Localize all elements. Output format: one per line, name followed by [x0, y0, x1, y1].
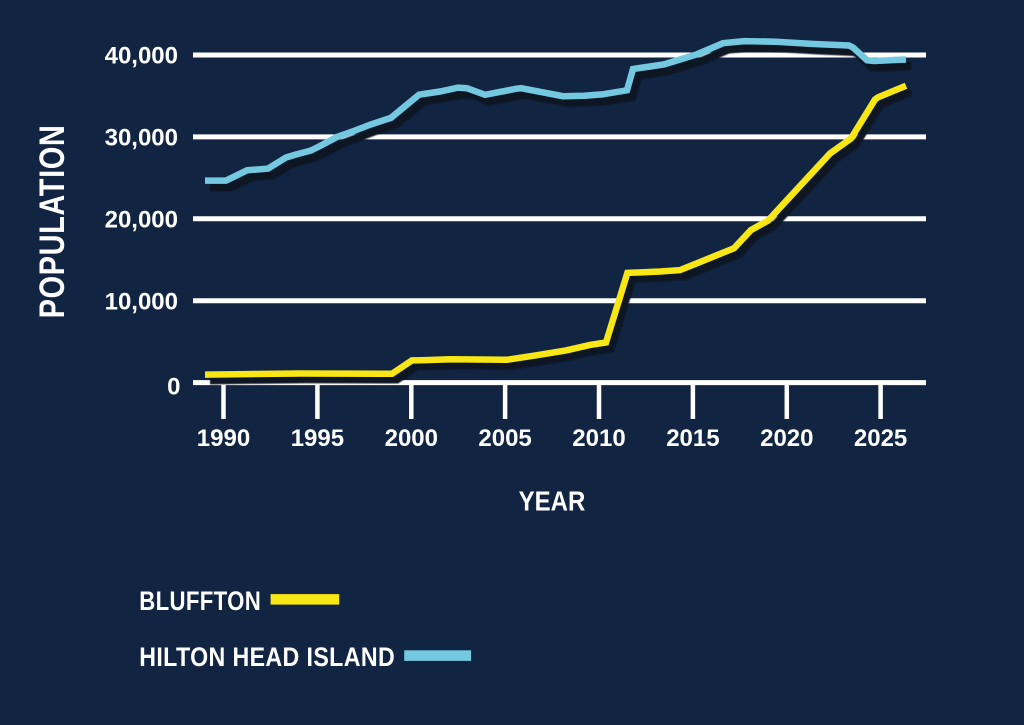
svg-text:YEAR: YEAR	[519, 487, 586, 517]
svg-text:2010: 2010	[572, 425, 625, 452]
svg-text:1990: 1990	[197, 425, 250, 452]
svg-text:BLUFFTON: BLUFFTON	[139, 587, 261, 616]
svg-text:2000: 2000	[385, 425, 438, 452]
svg-text:1995: 1995	[291, 425, 344, 452]
svg-text:10,000: 10,000	[105, 288, 178, 315]
svg-text:2005: 2005	[478, 425, 531, 452]
svg-text:2020: 2020	[760, 425, 813, 452]
svg-text:2015: 2015	[666, 425, 719, 452]
svg-text:0: 0	[167, 374, 180, 401]
svg-text:HILTON HEAD ISLAND: HILTON HEAD ISLAND	[139, 642, 395, 672]
svg-text:30,000: 30,000	[105, 125, 178, 152]
svg-text:POPULATION: POPULATION	[32, 125, 71, 319]
svg-text:20,000: 20,000	[105, 207, 178, 234]
svg-text:2025: 2025	[854, 425, 907, 452]
svg-text:40,000: 40,000	[105, 43, 178, 70]
